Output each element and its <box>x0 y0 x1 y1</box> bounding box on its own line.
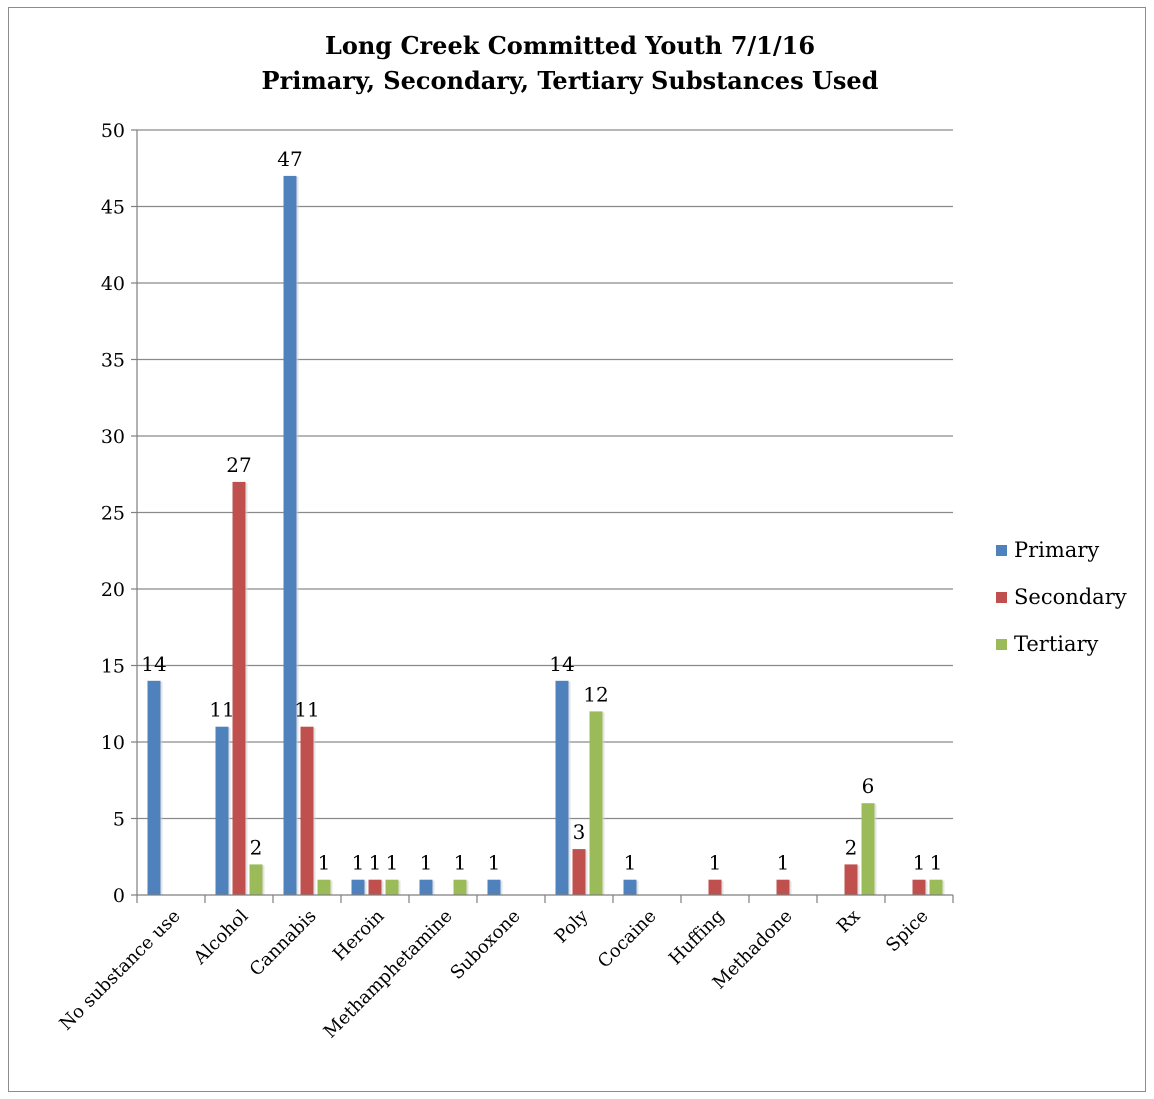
data-label: 14 <box>549 652 574 676</box>
data-label: 11 <box>294 698 319 722</box>
bar-secondary <box>912 879 926 895</box>
chart-title-line-2: Primary, Secondary, Tertiary Substances … <box>262 66 879 95</box>
data-label: 1 <box>420 851 433 875</box>
bar-secondary <box>368 879 382 895</box>
data-label: 1 <box>709 851 722 875</box>
data-label: 1 <box>624 851 637 875</box>
x-tick-label: Alcohol <box>189 906 253 970</box>
data-label: 27 <box>226 453 251 477</box>
data-label: 1 <box>369 851 382 875</box>
bar-primary <box>147 680 161 895</box>
axes: 0 5 10 15 20 25 30 35 40 45 50 No substance use Alco… <box>56 120 954 1043</box>
data-label: 12 <box>583 682 608 706</box>
bar-primary <box>487 879 501 895</box>
bar-primary <box>215 726 229 895</box>
bar-tertiary <box>929 879 943 895</box>
x-tick-label: Rx <box>833 906 865 938</box>
bar-tertiary <box>589 711 603 895</box>
y-tick-label: 40 <box>101 273 125 295</box>
data-label: 6 <box>862 774 875 798</box>
bar-tertiary <box>385 879 399 895</box>
data-label: 1 <box>352 851 365 875</box>
legend-swatch <box>996 592 1007 603</box>
bar-primary <box>623 879 637 895</box>
x-tick-label: Spice <box>882 906 932 956</box>
x-tick-label: Poly <box>551 905 593 947</box>
bar-secondary <box>572 849 586 895</box>
bar-secondary <box>232 481 246 895</box>
bar-secondary <box>300 726 314 895</box>
chart-title-line-1: Long Creek Committed Youth 7/1/16 <box>325 31 815 60</box>
y-tick-label: 5 <box>113 809 125 831</box>
y-tick-label: 50 <box>101 120 125 142</box>
bar-primary <box>283 175 297 895</box>
gridlines <box>137 129 953 820</box>
legend-swatch <box>996 639 1007 650</box>
chart-frame <box>8 7 1146 1092</box>
bar-primary <box>351 879 365 895</box>
y-tick-label: 45 <box>101 197 125 219</box>
bar-secondary <box>708 879 722 895</box>
y-tick-label: 20 <box>101 579 125 601</box>
y-tick-label: 35 <box>101 350 125 372</box>
y-tick-label: 25 <box>101 503 125 525</box>
data-label: 14 <box>141 652 166 676</box>
data-label: 2 <box>845 835 858 859</box>
x-tick-label: Methamphetamine <box>320 906 457 1043</box>
data-label: 11 <box>209 698 234 722</box>
data-label: 1 <box>318 851 331 875</box>
bar-tertiary <box>453 879 467 895</box>
legend-label: Secondary <box>1014 585 1127 609</box>
x-tick-label: Heroin <box>329 905 389 965</box>
data-label: 1 <box>454 851 467 875</box>
bar-primary <box>419 879 433 895</box>
legend-swatch <box>996 545 1007 556</box>
bar-tertiary <box>861 803 875 895</box>
bar-secondary <box>844 864 858 895</box>
legend-label: Tertiary <box>1014 632 1099 656</box>
legend-label: Primary <box>1014 538 1099 562</box>
x-tick-label: Cocaine <box>594 906 661 973</box>
data-label: 1 <box>930 851 943 875</box>
bar-tertiary <box>317 879 331 895</box>
y-tick-label: 30 <box>101 426 125 448</box>
bar-secondary <box>776 879 790 895</box>
data-label: 47 <box>277 147 302 171</box>
x-tick-label: Huffing <box>665 906 729 970</box>
data-label: 1 <box>488 851 501 875</box>
bar-primary <box>555 680 569 895</box>
x-tick-label: Cannabis <box>246 906 321 981</box>
data-label: 2 <box>250 835 263 859</box>
y-tick-label: 0 <box>113 885 125 907</box>
x-tick-label: No substance use <box>56 906 185 1035</box>
legend: Primary Secondary Tertiary <box>996 538 1127 656</box>
data-label: 1 <box>386 851 399 875</box>
data-label: 1 <box>777 851 790 875</box>
bars <box>147 175 945 895</box>
y-tick-label: 15 <box>101 656 125 678</box>
bar-tertiary <box>249 864 263 895</box>
data-label: 1 <box>913 851 926 875</box>
y-tick-label: 10 <box>101 732 125 754</box>
data-label: 3 <box>573 820 586 844</box>
x-tick-label: Suboxone <box>446 906 524 984</box>
